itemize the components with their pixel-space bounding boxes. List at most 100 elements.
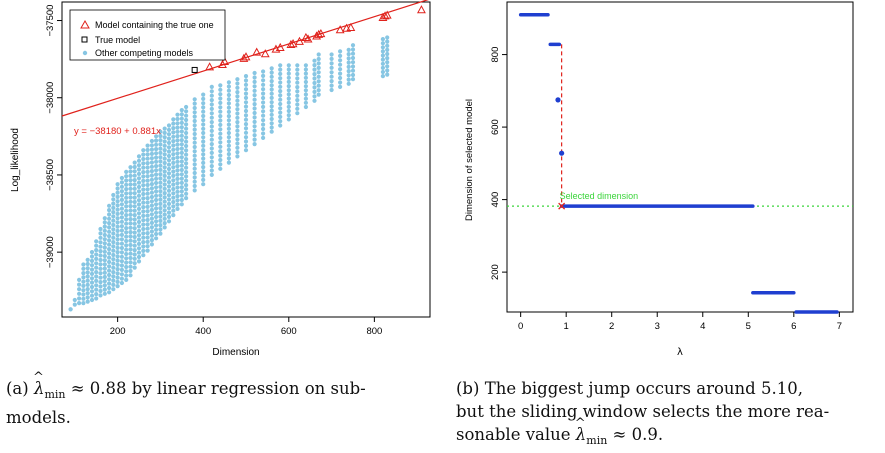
competing-model-point (141, 218, 146, 223)
competing-model-point (184, 109, 189, 114)
competing-model-point (350, 55, 356, 61)
competing-model-point (115, 284, 120, 289)
competing-model-point (162, 195, 167, 200)
competing-model-point (158, 180, 163, 185)
competing-model-point (111, 235, 116, 240)
competing-model-point (128, 273, 133, 278)
competing-model-point (81, 279, 86, 284)
competing-model-point (175, 206, 180, 211)
competing-model-point (145, 196, 150, 201)
competing-model-point (226, 101, 231, 106)
competing-model-point (179, 120, 184, 125)
competing-model-point (145, 165, 150, 170)
competing-model-point (149, 186, 154, 191)
competing-model-point (102, 232, 107, 238)
competing-model-point (98, 257, 103, 263)
competing-model-point (201, 135, 206, 140)
competing-model-point (154, 206, 159, 211)
competing-model-point (226, 147, 231, 152)
competing-model-point (201, 130, 206, 136)
competing-model-point (166, 123, 172, 128)
competing-model-point (201, 143, 206, 148)
competing-model-point (68, 307, 73, 312)
competing-model-point (124, 195, 129, 200)
competing-model-point (179, 172, 184, 177)
competing-model-point (303, 88, 308, 93)
competing-model-point (209, 120, 214, 125)
competing-model-point (235, 141, 240, 146)
competing-model-point (132, 186, 137, 191)
competing-model-point (115, 211, 120, 216)
competing-model-point (124, 182, 129, 187)
competing-model-point (85, 257, 90, 262)
competing-model-point (141, 156, 146, 162)
competing-model-point (141, 178, 146, 183)
competing-model-point (158, 159, 163, 164)
competing-model-point (312, 58, 317, 63)
plot-a-fit-line (61, 0, 429, 117)
competing-model-point (312, 76, 317, 81)
competing-model-point (295, 111, 300, 116)
competing-model-point (295, 89, 300, 94)
caption-b-text1: The biggest jump occurs around 5.10, (484, 379, 803, 398)
competing-model-point (149, 138, 154, 144)
competing-model-point (235, 107, 240, 112)
competing-model-point (166, 210, 172, 215)
competing-model-point (261, 91, 266, 96)
competing-model-point (252, 102, 257, 107)
competing-model-point (145, 204, 150, 209)
competing-model-point (107, 203, 112, 208)
true-containing-model-point (301, 32, 311, 42)
competing-model-point (136, 215, 142, 220)
competing-model-point (312, 98, 317, 103)
caption-b-text4: ≈ 0.9. (607, 425, 664, 444)
competing-model-point (115, 203, 120, 208)
competing-model-point (89, 254, 95, 259)
competing-model-point (226, 97, 231, 102)
competing-model-point (102, 283, 107, 288)
competing-model-point (385, 35, 390, 40)
competing-model-point (385, 39, 390, 44)
caption-a-sub: min (44, 388, 66, 401)
plot-b-annotation: Selected dimension (560, 191, 639, 201)
selection-point (559, 150, 565, 156)
competing-model-point (286, 84, 291, 89)
competing-model-point (235, 145, 240, 150)
competing-model-point (141, 152, 146, 157)
competing-model-point (158, 129, 163, 134)
competing-model-point (175, 129, 180, 134)
competing-model-point (98, 275, 103, 280)
competing-model-point (89, 284, 95, 290)
competing-model-point (286, 96, 291, 101)
competing-model-point (303, 96, 308, 101)
competing-model-point (261, 73, 266, 78)
competing-model-point (136, 259, 142, 264)
competing-model-point (111, 248, 116, 253)
competing-model-point (124, 191, 129, 196)
competing-model-point (171, 191, 176, 196)
competing-model-point (158, 133, 163, 139)
competing-model-point (184, 117, 189, 123)
competing-model-point (350, 77, 356, 82)
competing-model-point (286, 63, 291, 68)
competing-model-point (226, 109, 231, 114)
caption-b: (b) The biggest jump occurs around 5.10,… (456, 377, 881, 452)
competing-model-point (154, 227, 159, 232)
competing-model-point (136, 219, 142, 225)
competing-model-point (124, 277, 129, 282)
competing-model-point (145, 200, 150, 205)
competing-model-point (209, 89, 214, 94)
competing-model-point (162, 148, 167, 153)
competing-model-point (141, 244, 146, 249)
competing-model-point (111, 257, 116, 262)
competing-model-point (166, 206, 172, 211)
competing-model-point (154, 231, 159, 237)
competing-model-point (201, 156, 206, 161)
competing-model-point (243, 148, 249, 153)
competing-model-point (171, 126, 176, 131)
competing-model-point (124, 178, 129, 183)
competing-model-point (184, 174, 189, 179)
competing-model-point (261, 122, 266, 127)
true-containing-model-point (286, 39, 296, 48)
competing-model-point (184, 191, 189, 196)
